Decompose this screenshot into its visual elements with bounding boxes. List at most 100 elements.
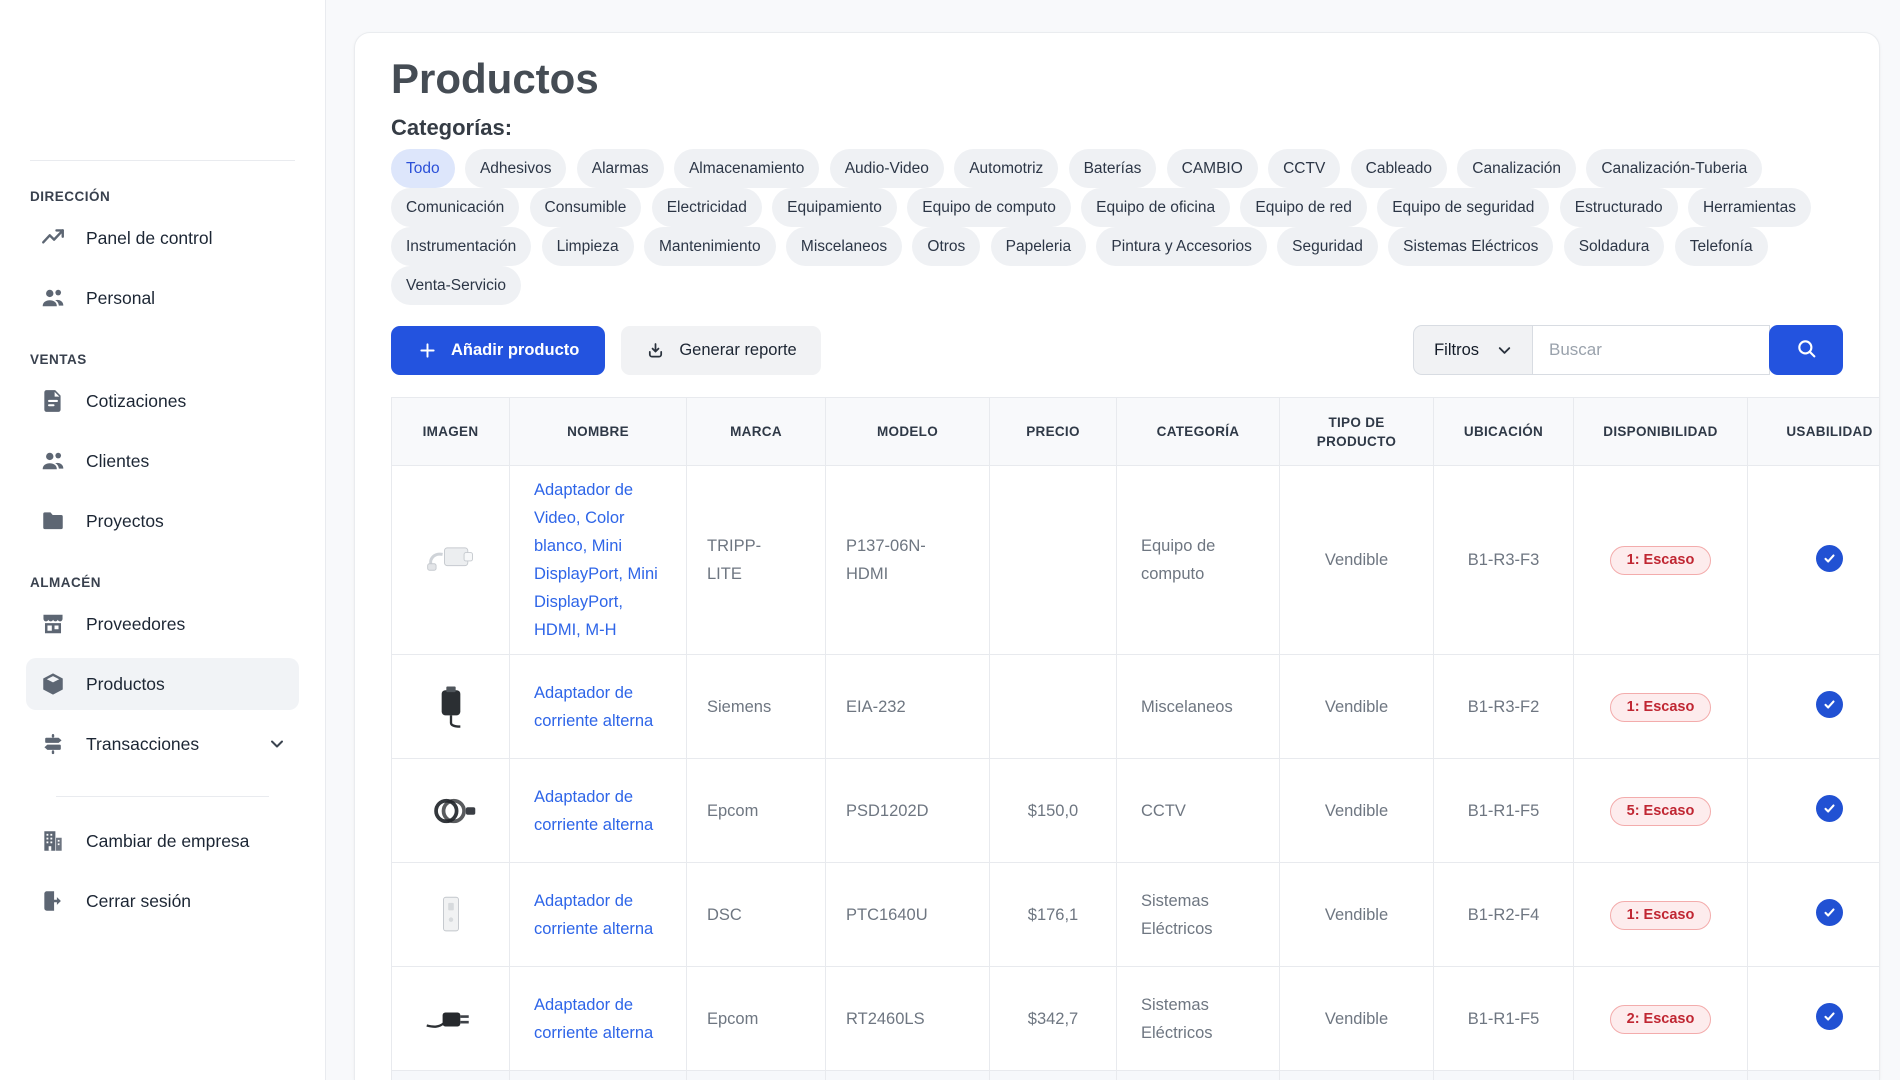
table-row: Adaptador de corriente alterna Epcom PSD… xyxy=(392,759,1880,863)
sidebar-item[interactable]: Proyectos xyxy=(26,495,299,547)
sidebar-item[interactable]: Cotizaciones xyxy=(26,375,299,427)
cell-usabilidad xyxy=(1748,759,1880,863)
column-header: PRECIO xyxy=(990,398,1117,466)
column-header: UBICACIÓN xyxy=(1434,398,1574,466)
cell-nombre: Adaptador de corriente alterna xyxy=(510,967,687,1071)
category-chip[interactable]: CCTV xyxy=(1268,149,1340,188)
cell-modelo: PSD1202D xyxy=(826,759,990,863)
product-name-link[interactable]: Adaptador de corriente alterna xyxy=(534,892,653,938)
cell-disponibilidad: 1: Escaso xyxy=(1574,863,1748,967)
category-chip[interactable]: Electricidad xyxy=(652,188,762,227)
cell-usabilidad xyxy=(1748,967,1880,1071)
category-chip[interactable]: Miscelaneos xyxy=(786,227,902,266)
category-chip[interactable]: Limpieza xyxy=(542,227,634,266)
category-chip[interactable]: Baterías xyxy=(1069,149,1157,188)
category-chip[interactable]: CAMBIO xyxy=(1167,149,1258,188)
cell-ubicacion: B1-R1-F5 xyxy=(1434,759,1574,863)
sidebar: DIRECCIÓN Panel de control Personal VENT… xyxy=(0,0,326,1080)
category-chip[interactable]: Estructurado xyxy=(1560,188,1678,227)
filters-button[interactable]: Filtros xyxy=(1413,325,1532,375)
search-group: Filtros xyxy=(1413,325,1843,375)
category-chip[interactable]: Audio-Video xyxy=(830,149,944,188)
sidebar-item[interactable]: Clientes xyxy=(26,435,299,487)
cell-ubicacion: B1-R3-F3 xyxy=(1434,466,1574,655)
category-chip[interactable]: Equipamiento xyxy=(772,188,897,227)
sidebar-footer-item[interactable]: Cerrar sesión xyxy=(26,875,299,927)
category-chip[interactable]: Adhesivos xyxy=(465,149,567,188)
sidebar-footer-item[interactable]: Cambiar de empresa xyxy=(26,815,299,867)
product-name-link[interactable]: Adaptador de corriente alterna xyxy=(534,996,653,1042)
sidebar-item-icon xyxy=(40,225,66,251)
cell-imagen xyxy=(392,967,510,1071)
category-chip[interactable]: Alarmas xyxy=(577,149,664,188)
product-image xyxy=(423,1009,479,1027)
product-name-link[interactable]: Adaptador de corriente alterna xyxy=(534,788,653,834)
cell-precio: $342,7 xyxy=(990,967,1117,1071)
product-name-link[interactable]: Adaptador de corriente alterna xyxy=(534,684,653,730)
search-input[interactable] xyxy=(1532,325,1770,375)
filters-label: Filtros xyxy=(1434,341,1479,360)
cell-marca: DSC xyxy=(687,863,826,967)
category-chip[interactable]: Equipo de seguridad xyxy=(1377,188,1549,227)
category-chip[interactable]: Pintura y Accesorios xyxy=(1096,227,1266,266)
sidebar-item-label: Personal xyxy=(86,288,155,309)
product-name-link[interactable]: Adaptador de Video, Color blanco, Mini D… xyxy=(534,481,658,639)
cell-modelo: TL xyxy=(826,1071,990,1080)
cell-tipo-de-producto: Vendible xyxy=(1280,759,1434,863)
generate-report-button[interactable]: Generar reporte xyxy=(621,326,820,375)
category-chip[interactable]: Herramientas xyxy=(1688,188,1811,227)
search-icon xyxy=(1795,337,1818,363)
sidebar-item-label: Panel de control xyxy=(86,228,212,249)
sidebar-item[interactable]: Panel de control xyxy=(26,212,299,264)
sidebar-item-icon xyxy=(40,731,66,757)
sidebar-item-label: Proveedores xyxy=(86,614,185,635)
category-chip[interactable]: Otros xyxy=(912,227,980,266)
search-button[interactable] xyxy=(1769,325,1843,375)
category-chip[interactable]: Equipo de computo xyxy=(907,188,1071,227)
category-chip[interactable]: Venta-Servicio xyxy=(391,266,521,305)
table-header-row: IMAGEN NOMBRE MARCA MODELO PRECIO CATEGO… xyxy=(392,398,1880,466)
sidebar-item[interactable]: Personal xyxy=(26,272,299,324)
category-chip[interactable]: Instrumentación xyxy=(391,227,531,266)
cell-ubicacion xyxy=(1434,1071,1574,1080)
category-chip[interactable]: Equipo de oficina xyxy=(1081,188,1230,227)
availability-badge: 2: Escaso xyxy=(1610,1005,1712,1034)
sidebar-item-icon xyxy=(40,448,66,474)
cell-precio xyxy=(990,466,1117,655)
category-chip[interactable]: Telefonía xyxy=(1675,227,1768,266)
cell-usabilidad xyxy=(1748,655,1880,759)
category-chip[interactable]: Papeleria xyxy=(991,227,1087,266)
category-chip[interactable]: Consumible xyxy=(530,188,642,227)
product-image xyxy=(423,697,479,715)
category-chip[interactable]: Equipo de red xyxy=(1240,188,1367,227)
sidebar-divider xyxy=(30,160,295,161)
cell-categoria: CCTV xyxy=(1117,759,1280,863)
categories-label: Categorías: xyxy=(391,115,1843,141)
add-product-label: Añadir producto xyxy=(451,341,579,360)
sidebar-item[interactable]: Transacciones xyxy=(26,718,299,770)
sidebar-item[interactable]: Productos xyxy=(26,658,299,710)
sidebar-item[interactable]: Proveedores xyxy=(26,598,299,650)
cell-tipo-de-producto: Vendible xyxy=(1280,466,1434,655)
cell-tipo-de-producto: Vendible xyxy=(1280,655,1434,759)
category-chip[interactable]: Soldadura xyxy=(1564,227,1665,266)
category-chip[interactable]: Canalización xyxy=(1457,149,1576,188)
chevron-down-icon xyxy=(267,734,287,754)
category-chip[interactable]: Mantenimiento xyxy=(644,227,776,266)
category-chip[interactable]: Canalización-Tuberia xyxy=(1586,149,1762,188)
sidebar-item-label: Productos xyxy=(86,674,165,695)
category-chip[interactable]: Automotriz xyxy=(954,149,1058,188)
category-chip[interactable]: Cableado xyxy=(1351,149,1447,188)
cell-tipo-de-producto: Vendible xyxy=(1280,967,1434,1071)
page-title: Productos xyxy=(391,55,1843,103)
category-chip[interactable]: Todo xyxy=(391,149,455,188)
category-chip[interactable]: Seguridad xyxy=(1277,227,1378,266)
category-chip[interactable]: Comunicación xyxy=(391,188,519,227)
cell-disponibilidad: 5: Escaso xyxy=(1574,759,1748,863)
category-chip[interactable]: Sistemas Eléctricos xyxy=(1388,227,1553,266)
category-chip[interactable]: Almacenamiento xyxy=(674,149,819,188)
cell-nombre: Adaptador de corriente alterna xyxy=(510,759,687,863)
cell-precio: $150,0 xyxy=(990,759,1117,863)
category-chips: Todo Adhesivos Alarmas Almacenamiento Au… xyxy=(391,149,1843,305)
add-product-button[interactable]: Añadir producto xyxy=(391,326,605,375)
